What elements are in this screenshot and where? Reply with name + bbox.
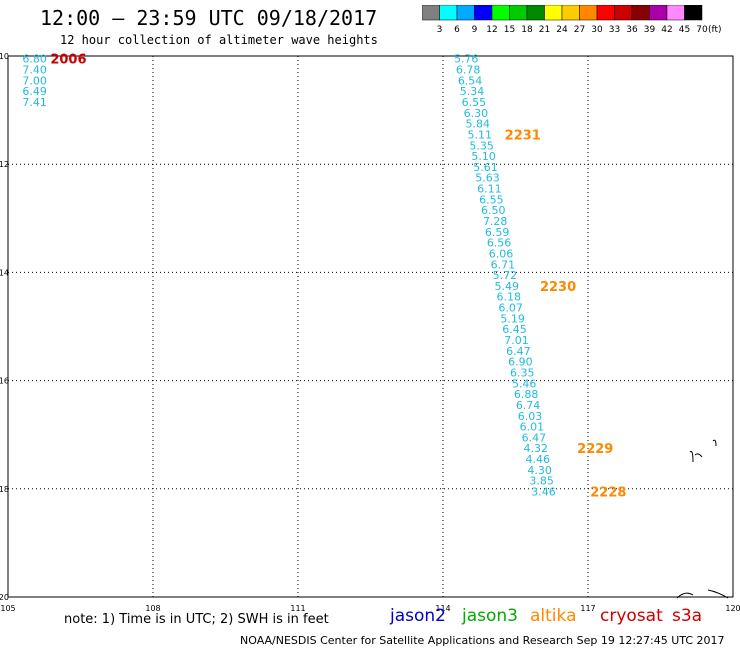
wave-height-point: 4.30 (527, 464, 552, 477)
sat-label-jason2: jason2 (390, 606, 446, 626)
y-tick-label: -14 (0, 268, 9, 277)
wave-height-point: 5.19 (500, 312, 525, 325)
wave-height-point: 6.47 (506, 345, 531, 358)
wave-height-point: 6.55 (462, 96, 487, 109)
wave-height-point: 6.18 (496, 291, 521, 304)
wave-height-point: 6.35 (510, 366, 535, 379)
wave-height-point: 6.56 (487, 237, 512, 250)
time-label: 2230 (540, 280, 576, 295)
sat-label-s3a: s3a (672, 606, 703, 626)
wave-height-point: 7.41 (22, 96, 47, 109)
wave-height-point: 7.00 (22, 74, 47, 87)
time-label: 2229 (577, 442, 613, 457)
scale-label: 6 (454, 25, 460, 35)
wave-height-point: 5.35 (469, 139, 494, 152)
wave-height-point: 6.47 (522, 431, 547, 444)
sat-label-jason3: jason3 (462, 606, 518, 626)
wave-height-point: 5.61 (473, 161, 498, 174)
scale-label: 70 (696, 25, 708, 35)
wave-height-point: 5.34 (460, 85, 485, 98)
wave-height-point: 6.78 (456, 64, 481, 77)
page-subtitle: 12 hour collection of altimeter wave hei… (60, 33, 378, 47)
scale-label: 24 (556, 25, 568, 35)
coastline (694, 453, 703, 458)
y-tick-label: -10 (0, 52, 9, 61)
wave-height-point: 6.03 (518, 410, 543, 423)
scale-swatch (684, 5, 703, 21)
x-tick-label: 114 (435, 604, 450, 613)
coastline (676, 589, 729, 599)
x-tick-label: 108 (145, 604, 160, 613)
color-scale-legend: 3 6 9 12 15 18 21 24 27 30 33 36 39 42 45 70 (ft) (422, 5, 722, 35)
sat-label-altika: altika (530, 606, 577, 626)
scale-label: 33 (609, 25, 620, 35)
wave-height-point: 3.85 (529, 475, 554, 488)
x-tick-label: 120 (725, 604, 740, 613)
wave-height-point: 6.07 (498, 302, 523, 315)
scale-label: 39 (644, 25, 656, 35)
scale-label: 12 (486, 25, 497, 35)
wave-height-point: 5.63 (475, 172, 500, 185)
scale-label: 27 (574, 25, 585, 35)
wave-height-point: 7.01 (504, 334, 529, 347)
sat-label-cryosat: cryosat (600, 606, 663, 626)
x-tick-label: 105 (0, 604, 15, 613)
wave-height-point: 6.45 (502, 323, 527, 336)
wave-height-point: 6.71 (491, 258, 516, 271)
wave-height-point: 6.06 (489, 247, 514, 260)
scale-label: 45 (679, 25, 690, 35)
wave-height-point: 6.30 (464, 107, 489, 120)
page-title: 12:00 – 23:59 UTC 09/18/2017 (40, 6, 378, 30)
y-tick-label: -20 (0, 593, 9, 602)
wave-height-point: 5.76 (454, 53, 479, 66)
scale-unit: (ft) (708, 25, 722, 35)
wave-height-point: 6.55 (479, 193, 504, 206)
footer-credit: NOAA/NESDIS Center for Satellite Applica… (240, 634, 725, 647)
scale-label: 18 (521, 25, 533, 35)
y-tick-label: -12 (0, 160, 9, 169)
wave-height-point: 7.40 (22, 64, 47, 77)
wave-height-point: 6.54 (458, 74, 483, 87)
coastline (712, 439, 717, 447)
wave-height-point: 5.84 (466, 118, 491, 131)
scale-label: 36 (626, 25, 638, 35)
scale-label: 15 (504, 25, 515, 35)
plot-frame (7, 55, 734, 598)
wave-height-point: 6.59 (485, 226, 510, 239)
wave-height-point: 3.46 (531, 486, 556, 499)
x-tick-label: 111 (290, 604, 305, 613)
wave-height-point: 5.10 (471, 150, 496, 163)
wave-height-point: 6.49 (22, 85, 47, 98)
scale-label: 3 (437, 25, 443, 35)
wave-height-point: 6.74 (516, 399, 541, 412)
wave-height-point: 5.11 (467, 128, 492, 141)
wave-height-point: 6.01 (520, 421, 545, 434)
time-label: 2231 (505, 128, 541, 143)
wave-height-point: 6.50 (481, 204, 506, 217)
scale-label: 9 (472, 25, 478, 35)
y-tick-label: -18 (0, 485, 9, 494)
wave-height-point: 4.46 (525, 453, 550, 466)
wave-height-point: 7.28 (483, 215, 508, 228)
wave-height-point: 4.32 (524, 442, 549, 455)
time-label: 2006 (50, 53, 86, 68)
wave-height-point: 5.46 (512, 377, 537, 390)
wave-height-point: 6.88 (514, 388, 539, 401)
note-text: note: 1) Time is in UTC; 2) SWH is in fe… (64, 612, 329, 627)
scale-label: 30 (591, 25, 603, 35)
scale-label: 21 (539, 25, 550, 35)
wave-height-point: 6.90 (508, 356, 533, 369)
wave-height-point: 5.49 (495, 280, 520, 293)
time-label: 2228 (590, 486, 626, 501)
scale-label: 42 (661, 25, 672, 35)
x-tick-label: 117 (580, 604, 595, 613)
wave-height-point: 6.11 (477, 183, 502, 196)
wave-height-point: 5.72 (493, 269, 518, 282)
y-tick-label: -16 (0, 377, 9, 386)
wave-height-point: 6.80 (22, 53, 47, 66)
coastline (689, 451, 694, 463)
